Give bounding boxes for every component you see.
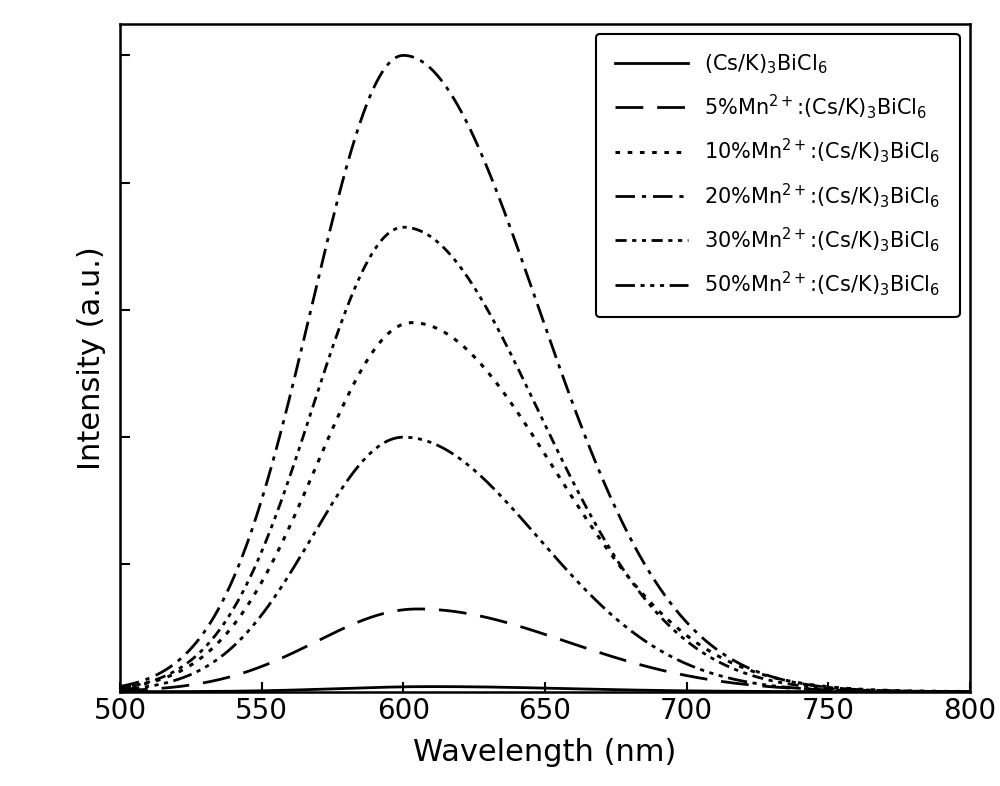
X-axis label: Wavelength (nm): Wavelength (nm) — [413, 738, 677, 767]
Y-axis label: Intensity (a.u.): Intensity (a.u.) — [77, 246, 106, 469]
Legend: (Cs/K)$_3$BiCl$_6$, 5%Mn$^{2+}$:(Cs/K)$_3$BiCl$_6$, 10%Mn$^{2+}$:(Cs/K)$_3$BiCl$: (Cs/K)$_3$BiCl$_6$, 5%Mn$^{2+}$:(Cs/K)$_… — [596, 34, 960, 318]
